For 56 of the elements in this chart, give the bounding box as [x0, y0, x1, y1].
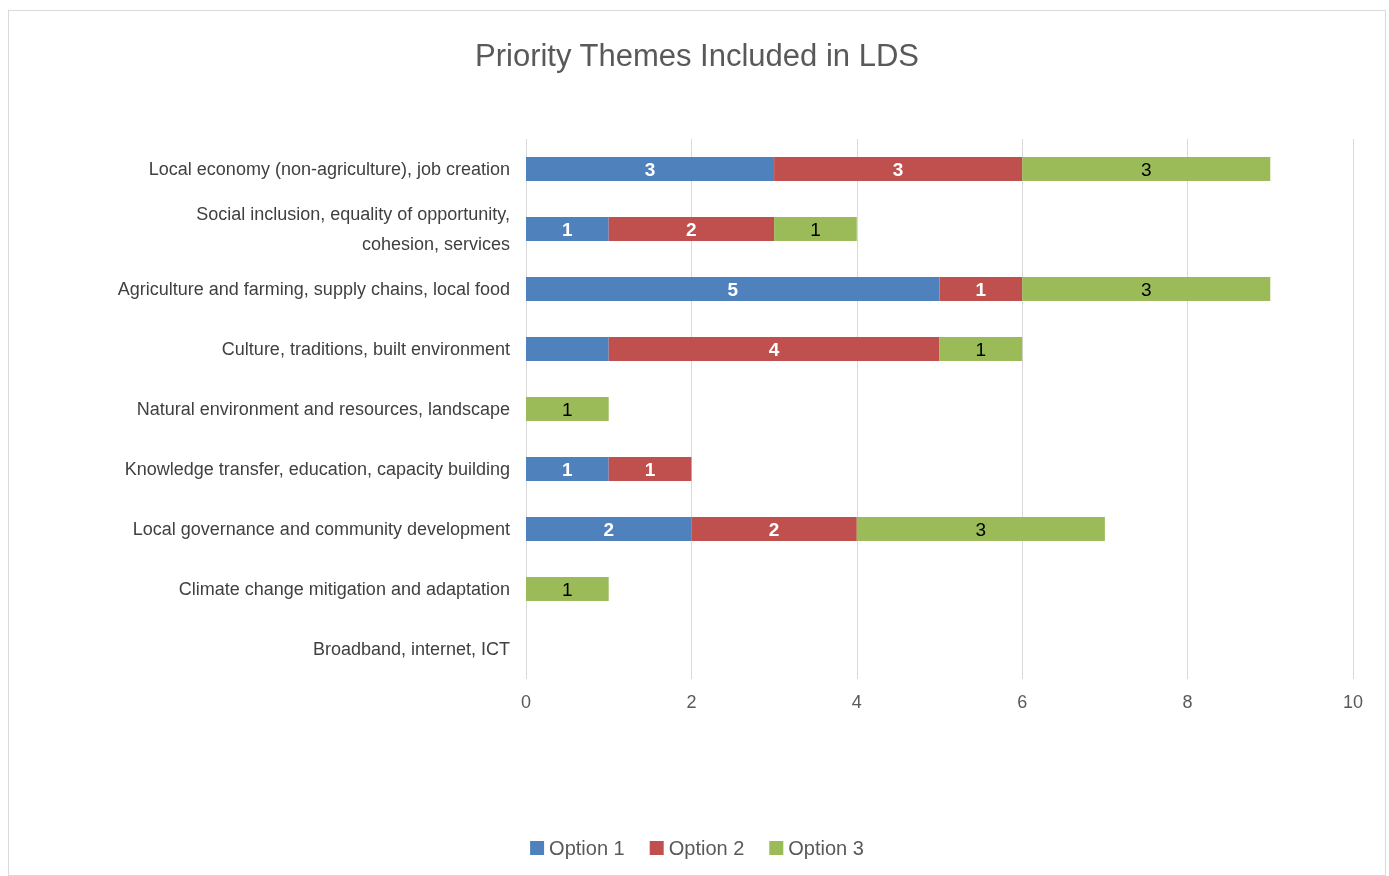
data-label: 3 [975, 518, 987, 540]
data-label: 1 [810, 218, 821, 240]
bar [526, 217, 609, 241]
bar [608, 457, 692, 481]
x-tick-label: 10 [1342, 692, 1364, 712]
bar [1022, 157, 1271, 181]
y-tick-label: Knowledge transfer, education, capacity building [124, 459, 510, 479]
bar [608, 337, 940, 361]
bar [526, 277, 940, 301]
y-tick-label: Agriculture and farming, supply chains, local food [117, 279, 510, 299]
data-label: 3 [1140, 278, 1152, 300]
chart-title: Priority Themes Included in LDS [475, 38, 919, 73]
x-tick-label: 6 [1017, 692, 1028, 712]
data-label: 1 [562, 578, 573, 600]
data-label: 2 [603, 518, 614, 540]
y-tick-label: Natural environment and resources, landscape [136, 399, 510, 419]
y-tick-label: Local economy (non-agriculture), job creation [148, 159, 510, 179]
data-label: 1 [562, 458, 574, 480]
legend-label: Option 1 [549, 837, 625, 859]
y-tick-label: Climate change mitigation and adaptation [178, 579, 510, 599]
bar [526, 517, 692, 541]
y-tick-label: Social inclusion, equality of opportunity, cohesion, services [196, 204, 510, 254]
data-label: 3 [892, 158, 904, 180]
data-label: 5 [727, 278, 739, 300]
data-label: 1 [562, 218, 574, 240]
y-tick-label: Local governance and community development [132, 519, 510, 539]
data-label: 1 [975, 278, 987, 300]
data-label: 1 [562, 398, 573, 420]
bar [526, 337, 609, 361]
data-label: 2 [768, 518, 780, 540]
data-label: 3 [644, 158, 656, 180]
data-label: 3 [1140, 158, 1152, 180]
bar [526, 457, 609, 481]
x-tick-label: 4 [851, 692, 862, 712]
data-label: 4 [768, 338, 780, 360]
legend-label: Option 2 [668, 837, 745, 859]
bar [1022, 277, 1271, 301]
bar [526, 577, 609, 601]
data-label: 1 [644, 458, 656, 480]
bar [939, 337, 1023, 361]
bar [774, 157, 1023, 181]
data-label: 2 [686, 218, 697, 240]
bar [526, 157, 775, 181]
y-tick-label: Broadband, internet, ICT [312, 639, 510, 659]
data-label: 1 [975, 338, 987, 360]
bar [691, 517, 857, 541]
bar [856, 517, 1105, 541]
bar [608, 217, 775, 241]
y-tick-label: Culture, traditions, built environment [221, 339, 510, 359]
bar [526, 397, 609, 421]
bar [939, 277, 1023, 301]
x-tick-label: 0 [520, 692, 532, 712]
x-tick-label: 8 [1182, 692, 1193, 712]
bar [774, 217, 857, 241]
x-tick-label: 2 [686, 692, 697, 712]
legend-label: Option 3 [788, 837, 864, 859]
